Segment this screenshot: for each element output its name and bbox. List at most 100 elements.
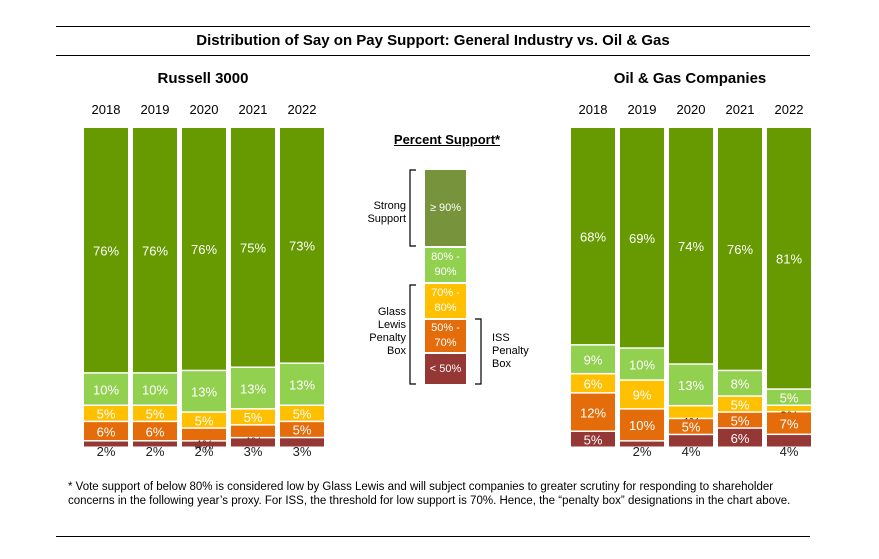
- glass-lewis-bracket: [409, 284, 416, 385]
- segment-value-label: 5%: [731, 413, 750, 428]
- year-label: 2022: [775, 102, 804, 117]
- bar-segment: [133, 441, 177, 447]
- bar-segment: [718, 396, 762, 412]
- iss-bracket: [475, 318, 482, 385]
- segment-value-label: 5%: [682, 420, 701, 435]
- legend-segment-low: 50% - 70%: [425, 320, 466, 352]
- bar-segment: [84, 128, 128, 373]
- bar-segment: [669, 128, 713, 364]
- segment-value-label: 69%: [629, 231, 655, 246]
- segment-value-label: 13%: [191, 385, 217, 400]
- segment-value-label: 5%: [584, 433, 603, 448]
- bar-segment: [133, 422, 177, 441]
- segment-value-label: 10%: [629, 418, 655, 433]
- segment-value-label: 81%: [776, 251, 802, 266]
- segment-value-label: 8%: [731, 377, 750, 392]
- bar-segment: [767, 412, 811, 434]
- segment-value-label: 5%: [146, 407, 165, 422]
- segment-value-label: 76%: [142, 243, 168, 258]
- glass-lewis-label: Glass Lewis Penalty Box: [369, 306, 406, 357]
- legend-segment-label: < 50%: [429, 362, 462, 375]
- legend-segment-label: 70% - 80%: [431, 287, 460, 314]
- bar-segment: [84, 422, 128, 441]
- legend-segment-fail: < 50%: [425, 354, 466, 384]
- legend-segment-mid: 70% - 80%: [425, 284, 466, 318]
- segment-value-label: 6%: [584, 377, 603, 392]
- top-rule: [56, 26, 810, 27]
- legend-segment-high: 80% - 90%: [425, 248, 466, 282]
- segment-value-label: 4%: [780, 444, 799, 459]
- bar-segment: [571, 345, 615, 373]
- bar-segment: [571, 432, 615, 447]
- bar-segment: [182, 128, 226, 370]
- year-label: 2020: [677, 102, 706, 117]
- segment-value-label: 76%: [191, 242, 217, 257]
- segment-value-label: 12%: [580, 405, 606, 420]
- bar-segment: [669, 406, 713, 418]
- legend-segment-label: 50% - 70%: [431, 322, 460, 349]
- bar-segment: [84, 373, 128, 405]
- bar-segment: [231, 409, 275, 425]
- bar-segment: [767, 435, 811, 447]
- segment-value-label: 2%: [195, 444, 214, 459]
- segment-value-label: 3%: [244, 444, 263, 459]
- segment-value-label: 5%: [97, 407, 116, 422]
- stacked-bar-charts: 2018 76% 10% 5% 6% 2% 2019 76% 10% 5% 6% 2% 2020 76% 1…: [84, 102, 811, 459]
- bar-segment: [133, 128, 177, 373]
- bar-segment: [767, 389, 811, 405]
- oil-gas-title: Oil & Gas Companies: [613, 70, 767, 87]
- year-label: 2020: [190, 102, 219, 117]
- bar-segment: [620, 441, 664, 447]
- segment-value-label: 9%: [584, 353, 603, 368]
- bar-segment: [767, 128, 811, 389]
- bar-segment: [182, 441, 226, 447]
- bar-segment: [280, 363, 324, 405]
- segment-value-label: 13%: [678, 378, 704, 393]
- bar-segment: [620, 128, 664, 348]
- footnote: * Vote support of below 80% is considere…: [68, 481, 791, 507]
- iss-label: ISS Penalty Box: [492, 332, 529, 370]
- year-label: 2021: [726, 102, 755, 117]
- bar-segment: [718, 412, 762, 428]
- year-label: 2018: [579, 102, 608, 117]
- bar-segment: [280, 422, 324, 437]
- segment-value-label: 73%: [289, 238, 315, 253]
- bar-segment: [620, 380, 664, 409]
- segment-value-label: 2%: [146, 444, 165, 459]
- bar-segment: [182, 428, 226, 441]
- bar-segment: [571, 128, 615, 345]
- bar-segment: [669, 435, 713, 447]
- legend-segment-strong: ≥ 90%: [425, 170, 466, 246]
- bar-segment: [767, 405, 811, 411]
- bar-segment: [231, 425, 275, 437]
- bar-segment: [718, 128, 762, 370]
- segment-value-label: 10%: [629, 357, 655, 372]
- bar-segment: [133, 373, 177, 405]
- strong-support-bracket: [409, 169, 416, 247]
- russell-3000-title: Russell 3000: [157, 70, 249, 87]
- segment-value-label: 13%: [289, 377, 315, 392]
- year-label: 2022: [288, 102, 317, 117]
- bar-segment: [669, 419, 713, 434]
- bar-segment: [280, 405, 324, 421]
- segment-value-label: 5%: [780, 390, 799, 405]
- segment-value-label: 68%: [580, 229, 606, 244]
- bar-segment: [231, 128, 275, 367]
- bar-segment: [231, 438, 275, 447]
- bar-segment: [182, 371, 226, 412]
- year-label: 2021: [239, 102, 268, 117]
- segment-value-label: 74%: [678, 239, 704, 254]
- year-label: 2019: [628, 102, 657, 117]
- segment-value-label: 6%: [97, 424, 116, 439]
- segment-value-label: 4%: [682, 444, 701, 459]
- bar-segment: [280, 438, 324, 447]
- segment-value-label: 5%: [244, 410, 263, 425]
- legend-segment-label: ≥ 90%: [429, 201, 462, 214]
- segment-value-label: 6%: [731, 431, 750, 446]
- bar-segment: [571, 374, 615, 393]
- strong-support-label: Strong Support: [367, 200, 406, 225]
- chart-title: Distribution of Say on Pay Support: Gene…: [196, 32, 670, 49]
- segment-value-label: 3%: [293, 444, 312, 459]
- bottom-rule: [56, 536, 810, 537]
- legend-heading: Percent Support*: [393, 132, 501, 147]
